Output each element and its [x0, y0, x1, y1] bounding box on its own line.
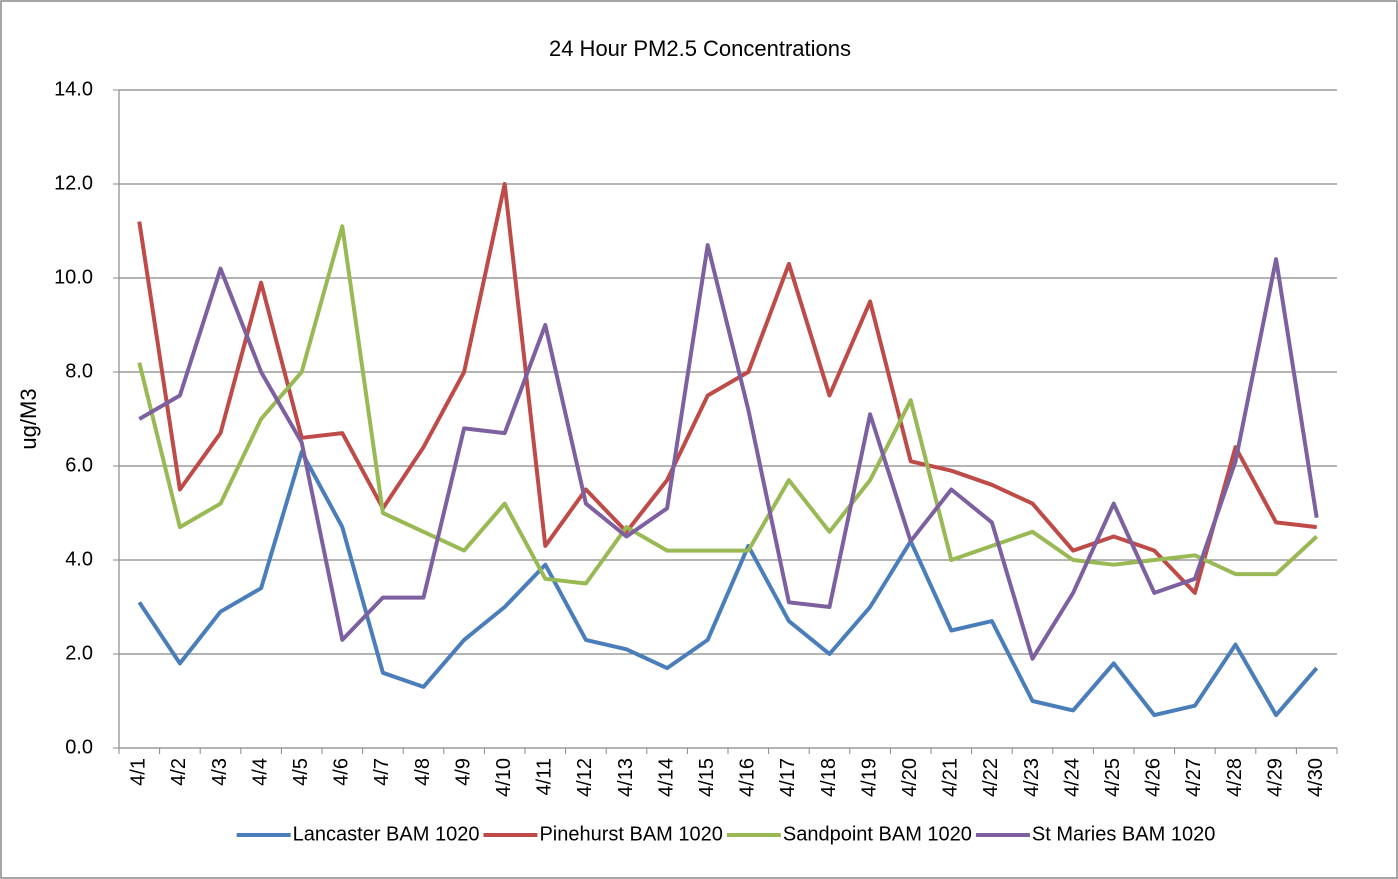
x-tick-label: 4/1: [128, 758, 150, 786]
x-tick-label: 4/18: [818, 758, 840, 797]
x-tick-label: 4/3: [209, 758, 231, 786]
x-tick-label: 4/15: [696, 758, 718, 797]
x-tick-label: 4/5: [290, 758, 312, 786]
x-tick-label: 4/30: [1305, 758, 1327, 797]
x-tick-label: 4/8: [412, 758, 434, 786]
y-tick-label: 4.0: [65, 548, 93, 570]
series-line: [138, 243, 1319, 661]
x-tick-label: 4/2: [168, 758, 190, 786]
legend-label: Lancaster BAM 1020: [293, 823, 480, 845]
y-tick-label: 2.0: [65, 642, 93, 664]
legend-label: St Maries BAM 1020: [1032, 823, 1215, 845]
y-tick-label: 8.0: [65, 360, 93, 382]
y-tick-label: 10.0: [54, 266, 93, 288]
x-tick-label: 4/10: [493, 758, 515, 797]
y-tick-label: 6.0: [65, 454, 93, 476]
chart-title: 24 Hour PM2.5 Concentrations: [549, 36, 851, 61]
x-tick-label: 4/27: [1183, 758, 1205, 797]
x-tick-label: 4/28: [1224, 758, 1246, 797]
legend-label: Sandpoint BAM 1020: [783, 823, 972, 845]
series-line: [137, 449, 1319, 718]
x-tick-label: 4/29: [1264, 758, 1286, 797]
y-tick-label: 0.0: [65, 736, 93, 758]
legend-label: Pinehurst BAM 1020: [539, 823, 722, 845]
x-tick-label: 4/25: [1102, 758, 1124, 797]
legend: Lancaster BAM 1020 Pinehurst BAM 1020 Sand…: [236, 823, 1215, 845]
x-tick-label: 4/19: [858, 758, 880, 797]
x-tick-label: 4/4: [249, 758, 271, 786]
y-axis-label: ug/M3: [16, 388, 41, 449]
x-tick-label: 4/9: [452, 758, 474, 786]
x-tick-label: 4/11: [534, 758, 556, 795]
x-tick-label: 4/6: [331, 758, 353, 786]
x-tick-label: 4/24: [1061, 758, 1083, 797]
x-tick-label: 4/14: [655, 758, 677, 797]
x-tick-label: 4/7: [371, 758, 393, 786]
series-line: [137, 224, 1319, 586]
x-tick-label: 4/20: [899, 758, 921, 797]
x-tick-label: 4/16: [737, 758, 759, 797]
x-tick-label: 4/21: [940, 758, 962, 797]
x-tick-label: 4/23: [1021, 758, 1043, 797]
x-tick-label: 4/17: [777, 758, 799, 797]
series-line: [137, 182, 1317, 595]
x-tick-label: 4/26: [1143, 758, 1165, 797]
x-tick-label: 4/12: [574, 758, 596, 797]
x-tick-label: 4/22: [980, 758, 1002, 797]
y-tick-label: 12.0: [54, 172, 93, 194]
y-tick-label: 14.0: [54, 78, 93, 100]
x-tick-label: 4/13: [615, 758, 637, 797]
